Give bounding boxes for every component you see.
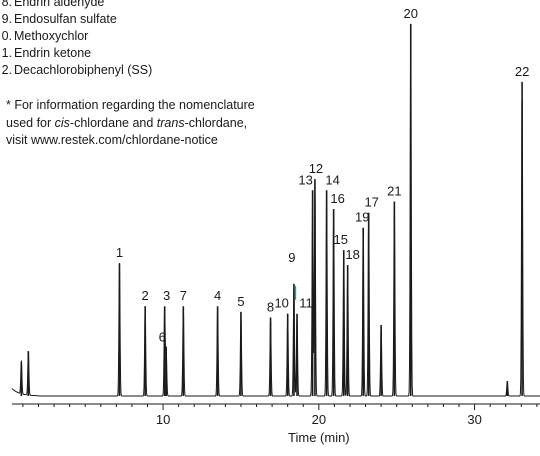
peak-label: 18	[345, 247, 359, 262]
legend-label: Endrin ketone	[14, 46, 92, 60]
peak-label: 11	[299, 296, 313, 311]
legend-label: Endosulfan sulfate	[14, 12, 117, 26]
peak-label: 9	[288, 250, 295, 265]
note-cis: cis	[54, 115, 70, 130]
legend-label: Endrin aldehyde	[14, 0, 105, 9]
note-trans: trans	[156, 115, 185, 130]
peak-label: 6	[159, 329, 166, 344]
legend-row: 2. Decachlorobiphenyl (SS)	[0, 62, 153, 79]
peak-label: 1	[116, 245, 123, 260]
peak-legend: 8. Endrin aldehyde 9. Endosulfan sulfate 0. M…	[0, 0, 153, 79]
peak-label: 22	[515, 64, 529, 79]
peak-label: 19	[355, 210, 369, 225]
legend-row: 0. Methoxychlor	[0, 28, 152, 45]
legend-row: 8. Endrin aldehyde	[0, 0, 152, 11]
legend-number: 1.	[1, 46, 12, 60]
peak-label: 21	[387, 184, 401, 199]
note-line-2: used for cis-chlordane and trans-chlorda…	[6, 115, 255, 133]
note-line-1: * For information regarding the nomencla…	[6, 98, 255, 112]
peak-label: 2	[142, 288, 149, 303]
trace-baseline	[11, 28, 540, 397]
peak-label: 7	[180, 288, 187, 303]
legend-number: 2.	[1, 63, 12, 77]
peak-label: 10	[274, 296, 288, 311]
legend-number: 8.	[1, 0, 12, 9]
peak-label: 4	[214, 288, 221, 303]
x-axis: 10 20 30 Time (min)	[12, 403, 540, 445]
x-tick-label: 10	[156, 412, 170, 427]
peak-label: 13	[298, 172, 312, 187]
peak-label: 17	[364, 195, 378, 210]
note-line-2-pre: used for	[6, 115, 55, 130]
peak-label: 15	[334, 232, 348, 247]
note-line-3: visit www.restek.com/chlordane-notice	[6, 133, 218, 147]
peak-label: 3	[163, 288, 170, 303]
x-tick-label: 20	[312, 412, 326, 427]
legend-label: Methoxychlor	[14, 29, 89, 43]
legend-number: 0.	[1, 29, 12, 43]
legend-row: 1. Endrin ketone	[0, 45, 152, 62]
legend-number: 9.	[1, 12, 12, 26]
note-line-2-mid: -chlordane and	[69, 115, 157, 130]
nomenclature-note: * For information regarding the nomencla…	[6, 97, 255, 150]
trace-group	[11, 23, 540, 397]
legend-row: 9. Endosulfan sulfate	[0, 11, 152, 28]
note-line-2-post: -chlordane,	[184, 115, 248, 130]
peak-label: 5	[237, 294, 244, 309]
peak-label: 8	[267, 299, 274, 314]
peak-label: 12	[309, 161, 323, 176]
x-tick-label: 30	[467, 412, 481, 427]
peak-label: 20	[403, 6, 417, 21]
x-axis-label: Time (min)	[288, 430, 350, 445]
peak-label: 14	[325, 172, 339, 187]
legend-label: Decachlorobiphenyl (SS)	[14, 63, 153, 77]
peak-label: 16	[330, 191, 344, 206]
